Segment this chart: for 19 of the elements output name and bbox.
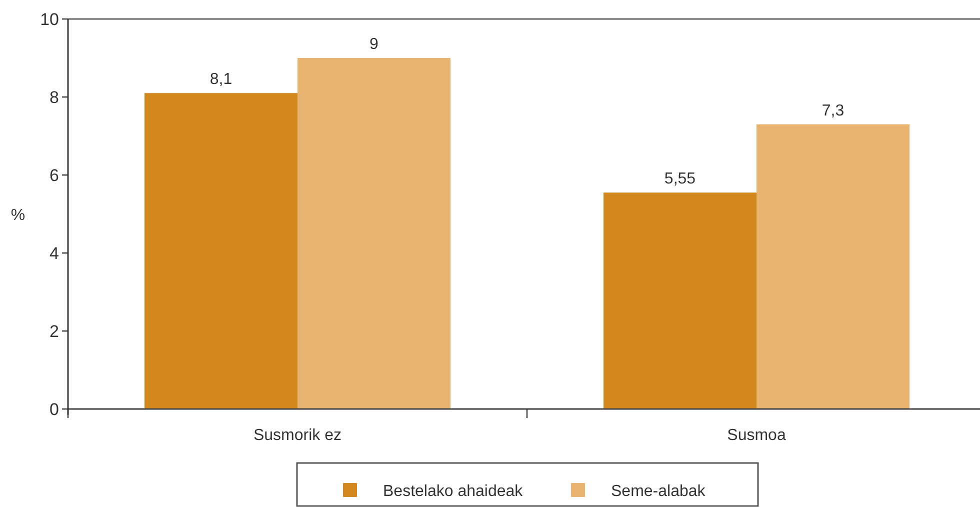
y-tick-label: 10	[40, 10, 59, 29]
data-label: 8,1	[210, 71, 232, 88]
bar	[298, 58, 450, 409]
x-tick-label: Susmorik ez	[253, 427, 342, 444]
bar	[144, 93, 298, 409]
x-tick-label: Susmoa	[727, 427, 786, 444]
bar	[604, 192, 756, 409]
legend-label: Bestelako ahaideak	[383, 483, 524, 500]
data-label: 5,55	[664, 170, 696, 188]
data-label: 7,3	[822, 102, 844, 120]
y-tick-label: 2	[50, 322, 59, 341]
y-axis-title: %	[10, 207, 26, 224]
y-tick-label: 4	[50, 244, 59, 263]
legend-label: Seme-alabak	[611, 483, 706, 500]
bar	[756, 124, 910, 409]
y-tick-label: 8	[50, 88, 59, 107]
data-label: 9	[370, 36, 379, 53]
y-tick-label: 0	[50, 400, 59, 419]
y-tick-label: 6	[50, 166, 59, 185]
